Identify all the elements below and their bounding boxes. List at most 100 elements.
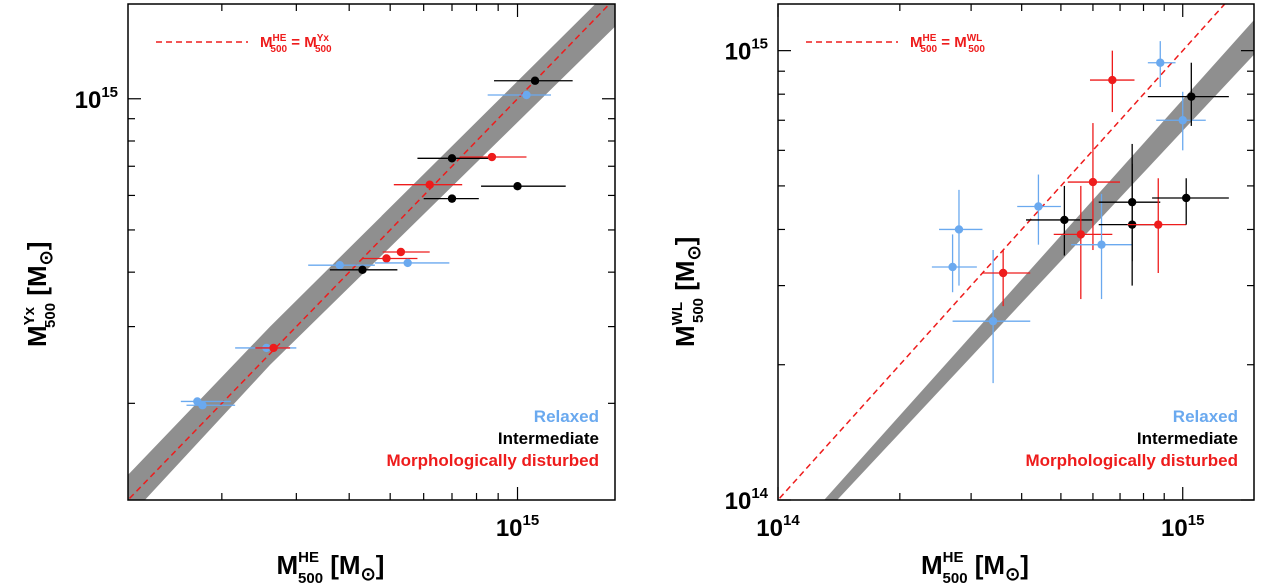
plot-frame: [127, 3, 616, 501]
data-marker: [447, 194, 457, 203]
tick-exponent: 15: [523, 512, 540, 529]
label-symbol: M: [921, 550, 943, 580]
label-unit-close: ]: [670, 237, 700, 246]
label-sun-symbol: ⊙: [361, 564, 376, 584]
label-unit: [M: [968, 550, 1006, 580]
tick-base: 10: [1161, 515, 1188, 542]
data-point-relaxed: [939, 189, 983, 286]
x-tick-label: 1015: [1161, 512, 1204, 542]
y-axis-label: MWL 500 [M⊙]: [669, 237, 707, 347]
data-marker: [269, 343, 278, 353]
data-marker: [447, 154, 457, 163]
data-point-relaxed: [1156, 91, 1206, 151]
label-unit-close: ]: [22, 242, 52, 251]
y-axis-label-group: MYx 500 [M⊙]: [21, 242, 59, 347]
data-marker: [1156, 58, 1165, 67]
data-marker: [198, 401, 207, 410]
data-marker: [1088, 177, 1098, 187]
label-unit-close: ]: [376, 550, 385, 580]
label-unit-close: ]: [1020, 550, 1029, 580]
tick-exponent: 15: [101, 84, 118, 101]
data-point-relaxed: [374, 258, 450, 268]
label-unit: [M: [323, 550, 361, 580]
tick-base: 10: [756, 515, 783, 542]
data-marker: [403, 258, 412, 268]
x-axis-label: MHE 500 [M⊙]: [921, 549, 1029, 585]
x-tick-label: 1015: [496, 512, 539, 542]
data-marker: [530, 76, 540, 85]
legend-lhs-sub: 500: [270, 44, 287, 55]
data-point-disturbed: [393, 180, 463, 189]
data-point-relaxed: [487, 90, 552, 100]
data-point-intermediate: [1026, 185, 1093, 256]
y-axis-label-group: MWL 500 [M⊙]: [669, 237, 707, 347]
data-point-relaxed: [1071, 193, 1133, 300]
label-sun-symbol: ⊙: [1005, 564, 1020, 584]
legend-lhs: M: [260, 34, 273, 51]
data-marker: [396, 247, 406, 257]
data-marker: [335, 260, 344, 270]
legend-line-label: MHE 500 = MYx 500: [260, 33, 332, 55]
x-axis-label: MHE 500 [M⊙]: [277, 549, 385, 585]
data-point-relaxed: [1147, 41, 1176, 88]
data-marker: [1108, 75, 1117, 85]
y-axis-label: MYx 500 [M⊙]: [21, 242, 59, 347]
legend-rhs-sub: 500: [315, 44, 332, 55]
tick-base: 10: [725, 39, 752, 66]
one-to-one-line: [778, 4, 1226, 500]
label-superscript: WL: [669, 302, 686, 325]
legend-line-label: MHE 500 = MWL 500: [910, 33, 985, 55]
legend-lhs: M: [910, 34, 923, 51]
tick-base: 10: [75, 87, 102, 114]
data-point-disturbed: [382, 247, 430, 257]
label-unit: [M: [670, 260, 700, 298]
data-marker: [1034, 202, 1043, 211]
label-subscript: 500: [943, 570, 968, 585]
data-point-relaxed: [186, 401, 236, 410]
data-marker: [1178, 116, 1187, 125]
label-subscript: 500: [42, 303, 59, 328]
data-marker: [954, 225, 964, 234]
data-point-relaxed: [931, 234, 977, 293]
legend-disturbed: Morphologically disturbed: [386, 451, 599, 470]
data-marker: [1154, 220, 1163, 229]
data-marker: [1060, 215, 1069, 225]
data-point-disturbed: [982, 250, 1031, 307]
data-point-intermediate: [481, 182, 566, 191]
legend-rhs: M: [304, 34, 317, 51]
legend-intermediate: Intermediate: [498, 429, 599, 448]
data-marker: [487, 152, 497, 162]
label-subscript: 500: [690, 298, 707, 323]
label-superscript: HE: [943, 549, 964, 566]
data-marker: [1187, 92, 1196, 101]
label-unit: [M: [22, 265, 52, 303]
data-point-relaxed: [1017, 174, 1061, 245]
label-symbol: M: [22, 325, 52, 347]
label-superscript: HE: [298, 549, 319, 566]
plot-area: [128, 4, 615, 500]
data-marker: [1097, 240, 1106, 249]
data-point-intermediate: [329, 265, 398, 275]
data-marker: [948, 262, 957, 272]
data-marker: [513, 182, 522, 191]
tick-exponent: 15: [751, 36, 768, 53]
tick-base: 10: [725, 488, 752, 515]
data-marker: [1076, 230, 1086, 239]
legend-rhs-sup: Yx: [317, 33, 330, 44]
legend-equals: =: [287, 34, 304, 51]
data-point-disturbed: [459, 152, 527, 162]
tick-exponent: 14: [783, 512, 800, 529]
legend-rhs: M: [954, 34, 967, 51]
data-point-intermediate: [494, 76, 573, 85]
label-symbol: M: [670, 325, 700, 347]
legend-lhs-sup: HE: [923, 33, 937, 44]
label-sun-symbol: ⊙: [684, 245, 704, 260]
data-point-disturbed: [1089, 50, 1135, 113]
data-point-relaxed: [952, 250, 1031, 384]
data-point-disturbed: [1053, 185, 1113, 300]
data-point-disturbed: [1127, 178, 1187, 274]
label-subscript: 500: [298, 570, 323, 585]
